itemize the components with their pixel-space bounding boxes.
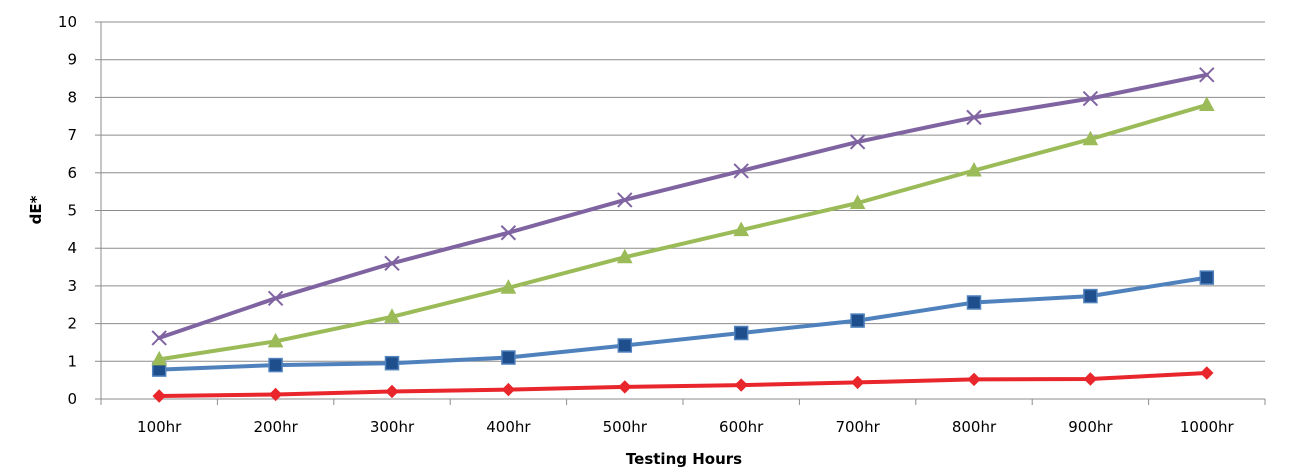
data-point-s1-4 bbox=[501, 382, 516, 397]
data-point-s3-2 bbox=[267, 332, 284, 348]
data-point-s1-1 bbox=[152, 389, 166, 403]
series-line-2 bbox=[157, 275, 1209, 372]
marker-stroke bbox=[966, 109, 982, 126]
x-tick-label: 400hr bbox=[486, 418, 531, 436]
data-point-s4-1 bbox=[151, 330, 167, 346]
y-tick-label: 7 bbox=[67, 126, 77, 144]
x-tick-label: 700hr bbox=[835, 418, 880, 436]
marker-stroke bbox=[267, 290, 284, 307]
data-point-s4-10 bbox=[1199, 67, 1215, 83]
data-point-s1-9 bbox=[1083, 372, 1098, 386]
x-tick-label: 100hr bbox=[137, 418, 182, 436]
data-point-s1-3 bbox=[385, 384, 399, 399]
data-point-s3-7 bbox=[849, 194, 866, 209]
y-tick-label: 4 bbox=[67, 239, 77, 257]
y-tick-label: 9 bbox=[67, 51, 77, 69]
data-point-s1-2 bbox=[268, 387, 283, 402]
data-point-s2-9 bbox=[1083, 288, 1098, 304]
y-tick-label: 3 bbox=[67, 277, 77, 295]
x-tick-label: 600hr bbox=[719, 418, 764, 436]
x-tick-label: 500hr bbox=[603, 418, 648, 436]
data-point-s2-4 bbox=[501, 350, 516, 365]
data-point-s2-10 bbox=[1199, 270, 1215, 285]
marker-stroke bbox=[1082, 90, 1099, 107]
data-point-s4-9 bbox=[1082, 90, 1099, 107]
marker-stroke bbox=[384, 255, 400, 271]
data-point-s3-5 bbox=[616, 248, 633, 264]
x-tick-label: 800hr bbox=[952, 418, 997, 436]
data-point-s1-5 bbox=[618, 380, 632, 394]
data-point-s1-10 bbox=[1200, 366, 1214, 380]
data-point-s4-2 bbox=[267, 290, 284, 307]
data-point-s3-9 bbox=[1082, 130, 1099, 146]
data-point-s4-4 bbox=[500, 225, 517, 241]
data-point-s2-8 bbox=[966, 295, 982, 310]
y-tick-label: 6 bbox=[67, 164, 77, 182]
y-tick-label: 10 bbox=[58, 13, 77, 31]
series-line-4 bbox=[157, 72, 1209, 340]
data-point-s3-6 bbox=[733, 221, 750, 237]
data-point-s3-10 bbox=[1198, 96, 1215, 111]
x-tick-label: 200hr bbox=[253, 418, 298, 436]
tick-labels: 0 1 2 3 4 5 6 7 8 9 10 100hr 200hr 300hr 400hr 500hr 600… bbox=[58, 13, 1235, 436]
data-point-s4-7 bbox=[849, 134, 866, 150]
data-point-s2-2 bbox=[268, 357, 283, 373]
y-tick-label: 1 bbox=[67, 352, 77, 370]
data-point-s4-6 bbox=[733, 163, 749, 179]
marker-stroke bbox=[1199, 67, 1215, 83]
y-tick-label: 5 bbox=[67, 202, 77, 220]
x-axis-title: Testing Hours bbox=[626, 450, 742, 468]
data-point-s2-5 bbox=[617, 338, 633, 353]
data-point-s1-6 bbox=[734, 378, 748, 392]
data-point-s2-6 bbox=[733, 325, 749, 341]
data-point-s2-3 bbox=[384, 355, 400, 371]
data-point-s2-7 bbox=[850, 313, 865, 328]
y-axis-title: dE* bbox=[27, 195, 45, 224]
x-tick-label: 1000hr bbox=[1180, 418, 1235, 436]
series-lines bbox=[157, 72, 1209, 398]
marker-stroke bbox=[733, 163, 749, 179]
x-tick-label: 300hr bbox=[370, 418, 415, 436]
series-markers bbox=[151, 67, 1215, 403]
data-point-s3-4 bbox=[500, 279, 517, 294]
gridlines bbox=[101, 21, 1265, 362]
data-point-s3-1 bbox=[151, 350, 168, 366]
marker-stroke bbox=[151, 330, 167, 346]
x-tick-label: 900hr bbox=[1068, 418, 1113, 436]
marker-stroke bbox=[500, 225, 517, 241]
data-point-s3-3 bbox=[384, 308, 400, 323]
y-tick-label: 0 bbox=[67, 390, 77, 408]
data-point-s4-5 bbox=[617, 192, 633, 208]
axes bbox=[95, 21, 1266, 405]
marker-stroke bbox=[617, 192, 633, 208]
data-point-s1-7 bbox=[850, 375, 865, 390]
data-point-s4-3 bbox=[384, 255, 400, 271]
series-line-3 bbox=[157, 102, 1209, 362]
data-point-s4-8 bbox=[966, 109, 982, 126]
data-point-s3-8 bbox=[966, 161, 982, 177]
y-tick-label: 8 bbox=[67, 88, 77, 106]
marker-stroke bbox=[849, 134, 866, 150]
series-line-1 bbox=[157, 371, 1209, 398]
y-tick-label: 2 bbox=[67, 315, 77, 333]
data-point-s1-8 bbox=[967, 372, 981, 387]
